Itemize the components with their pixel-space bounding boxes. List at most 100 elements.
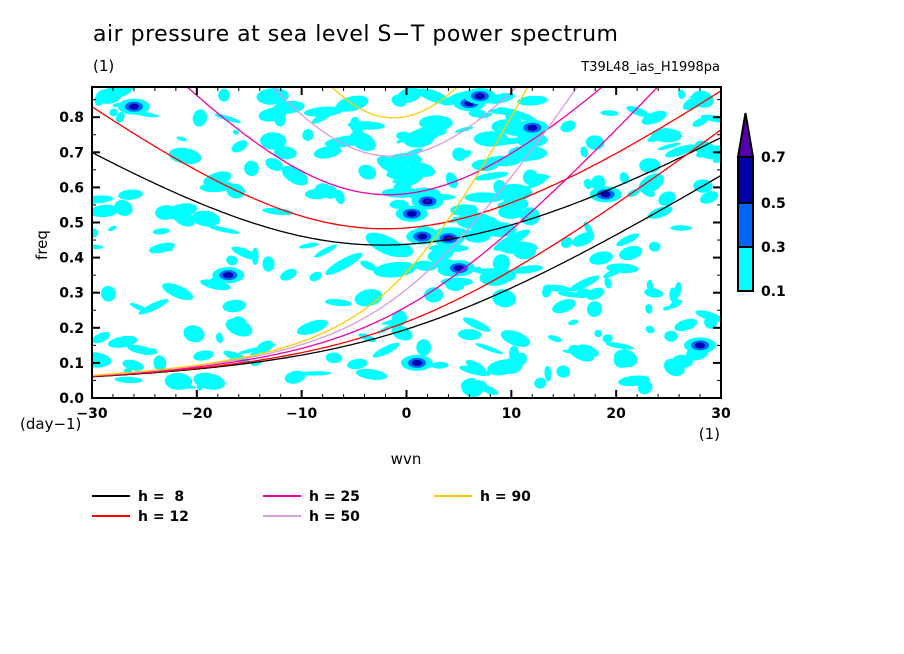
contour-region-level-0.1 — [127, 344, 155, 356]
contour-region-level-0.1 — [560, 237, 573, 248]
contour-region-level-0.1 — [352, 127, 365, 144]
contour-region-level-0.1 — [391, 94, 407, 107]
contour-region-level-0.1 — [313, 145, 342, 159]
contour-region-level-0.1 — [231, 316, 248, 330]
contour-region-level-0.1 — [700, 191, 719, 204]
contour-region-level-0.1 — [491, 119, 524, 135]
contour-region-level-0.1 — [152, 228, 170, 235]
contour-region-level-0.1 — [464, 192, 505, 203]
contour-region-level-0.1 — [583, 178, 593, 190]
mrg-curve-h-90 — [92, 87, 529, 376]
contour-region-level-0.1 — [360, 260, 377, 271]
contour-region-level-0.1 — [115, 111, 125, 123]
contour-region-level-0.1 — [324, 299, 352, 307]
contour-region-level-0.1 — [487, 359, 519, 376]
contour-region-level-0.1 — [479, 384, 499, 396]
contour-region-level-0.1 — [226, 255, 238, 266]
contour-region-level-0.1 — [605, 342, 634, 350]
contour-region-level-0.1 — [678, 89, 686, 100]
contour-region-level-0.1 — [568, 319, 579, 326]
colorbar-segment-0.1-0.3 — [737, 246, 754, 292]
y-axis-unit: (day−1) — [20, 415, 81, 433]
x-tick-label: −10 — [286, 406, 317, 422]
contour-region-level-0.1 — [153, 355, 167, 371]
contour-region-level-0.1 — [389, 199, 409, 209]
y-tick-label: 0.2 — [59, 321, 84, 337]
ig-curve-h-8 — [92, 137, 721, 246]
contour-region-level-0.1 — [192, 109, 208, 127]
contour-region-level-0.5 — [474, 93, 485, 100]
contour-region-level-0.1 — [150, 246, 173, 252]
contour-region-level-0.1 — [552, 299, 576, 314]
contour-region-level-0.1 — [657, 142, 681, 151]
contour-region-level-0.1 — [492, 254, 510, 273]
x-tick-label: 10 — [502, 406, 522, 422]
contour-region-level-0.1 — [647, 206, 673, 219]
contour-region-level-0.1 — [663, 305, 671, 311]
contour-region-level-0.1 — [299, 242, 319, 249]
contour-region-level-0.1 — [473, 131, 509, 147]
contour-region-level-0.1 — [544, 365, 552, 382]
contour-region-level-0.1 — [284, 370, 306, 384]
contour-region-level-0.1 — [510, 265, 544, 274]
contour-region-level-0.1 — [256, 88, 289, 105]
y-axis-label: freq — [33, 230, 51, 260]
contour-region-level-0.1 — [618, 375, 651, 387]
contour-region-level-0.1 — [273, 146, 297, 160]
contour-region-level-0.1 — [569, 275, 600, 292]
legend-label: h = 25 — [309, 489, 360, 505]
contour-region-level-0.1 — [500, 330, 531, 347]
contour-region-level-0.1 — [700, 114, 721, 123]
contour-region-level-0.1 — [712, 154, 721, 163]
contour-region-level-0.1 — [92, 332, 111, 344]
contour-region-level-0.1 — [517, 95, 548, 106]
contour-region-level-0.1 — [118, 189, 143, 200]
contour-region-level-0.1 — [516, 352, 528, 365]
contour-region-level-0.5 — [695, 342, 706, 349]
contour-region-level-0.1 — [92, 244, 104, 250]
contour-region-level-0.1 — [585, 287, 605, 300]
contour-region-level-0.1 — [461, 379, 483, 398]
contour-region-level-0.1 — [583, 221, 594, 236]
contour-region-level-0.1 — [162, 282, 194, 301]
y-tick-label: 0.8 — [59, 110, 84, 126]
contour-region-level-0.1 — [600, 110, 619, 116]
y-tick-label: 0.0 — [59, 391, 84, 407]
contour-region-level-0.1 — [222, 299, 247, 313]
x-tick-label: 30 — [711, 406, 731, 422]
contour-region-level-0.1 — [572, 232, 595, 247]
contour-region-level-0.1 — [309, 271, 322, 282]
contour-region-level-0.1 — [626, 105, 650, 118]
contour-region-level-0.1 — [613, 349, 638, 368]
contour-region-level-0.1 — [456, 212, 492, 230]
contour-region-level-0.1 — [432, 125, 447, 136]
contour-region-level-0.1 — [585, 135, 605, 150]
y-tick-label: 0.4 — [59, 251, 84, 267]
contour-region-level-0.1 — [92, 228, 99, 238]
dispersion-curves — [92, 87, 721, 378]
contour-region-level-0.1 — [168, 147, 202, 165]
contour-region-level-0.1 — [334, 189, 345, 205]
contour-region-level-0.1 — [674, 282, 682, 298]
contour-region-level-0.1 — [674, 318, 698, 332]
contour-region-level-0.1 — [594, 329, 603, 338]
chart-subtitle-unit: (1) — [93, 57, 115, 75]
contour-region-level-0.1 — [391, 310, 407, 327]
contour-region-level-0.1 — [520, 207, 540, 226]
contour-region-level-0.1 — [560, 120, 576, 133]
contour-region-level-0.1 — [695, 310, 721, 322]
colorbar-segment-0.5-0.7 — [737, 156, 754, 204]
contour-region-level-0.1 — [468, 109, 486, 118]
legend-label: h = 12 — [138, 509, 189, 525]
contour-region-level-0.1 — [231, 246, 259, 260]
contour-region-level-0.1 — [386, 169, 418, 180]
contour-region-level-0.1 — [589, 251, 613, 265]
contour-region-level-0.1 — [696, 145, 721, 158]
contour-region-level-0.1 — [627, 188, 641, 197]
contour-region-level-0.1 — [670, 225, 692, 231]
contour-region-level-0.1 — [497, 183, 533, 201]
contour-region-level-0.1 — [647, 133, 665, 142]
mrg-curve-h-12 — [92, 129, 721, 378]
contour-region-level-0.1 — [586, 301, 603, 318]
contour-region-level-0.1 — [303, 106, 344, 117]
